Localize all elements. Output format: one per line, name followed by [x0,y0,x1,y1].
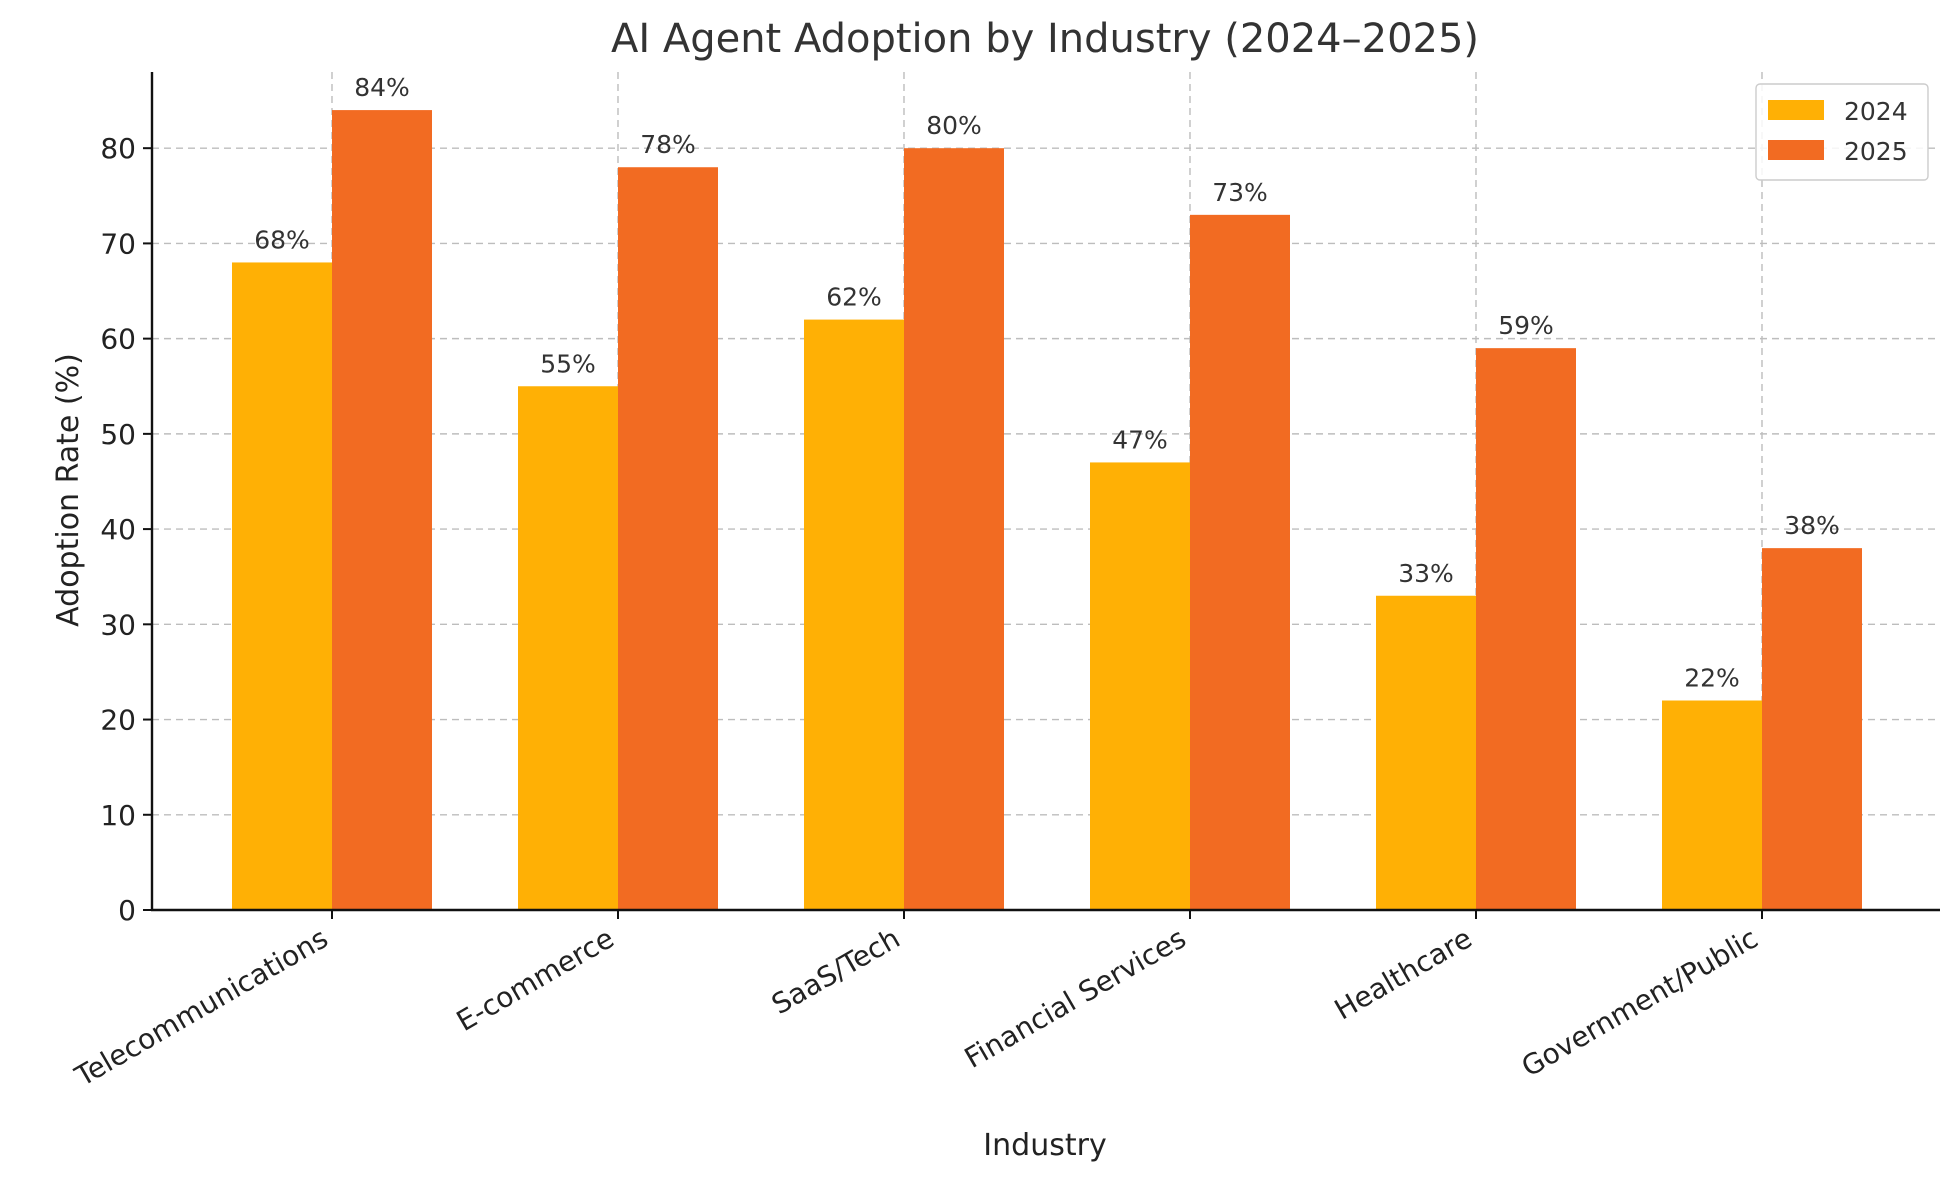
value-label-2025-4: 59% [1498,311,1554,340]
chart-title: AI Agent Adoption by Industry (2024–2025… [611,16,1479,62]
bar-2025-e-commerce [618,167,718,910]
value-label-2025-5: 38% [1784,511,1840,540]
bar-2024-saas-tech [804,319,904,910]
y-tick-label-3: 30 [100,608,136,641]
x-axis-label: Industry [983,1128,1106,1163]
bar-2024-financial-services [1090,462,1190,910]
legend: 2024 2025 [1755,83,1929,181]
x-tick-label-1: E-commerce [451,921,620,1037]
value-label-2025-3: 73% [1212,178,1268,207]
y-tick-label-6: 60 [100,323,136,356]
bar-2025-saas-tech [904,148,1004,910]
bar-2024-e-commerce [518,386,618,910]
y-axis-label: Adoption Rate (%) [51,353,86,627]
bar-2024-healthcare [1376,595,1476,910]
legend-swatch-2024 [1768,100,1824,120]
value-label-2024-4: 33% [1398,559,1454,588]
y-tick-label-8: 80 [100,132,136,165]
bar-2025-financial-services [1190,214,1290,910]
bar-2024-telecommunications [232,262,332,910]
bar-2024-government-public [1662,700,1762,910]
value-label-2025-2: 80% [926,111,982,140]
value-label-2025-1: 78% [640,130,696,159]
value-label-2024-3: 47% [1112,425,1168,454]
y-tick-label-0: 0 [118,894,136,927]
bar-2025-healthcare [1476,348,1576,911]
x-tick-label-3: Financial Services [959,921,1192,1074]
y-tick-label-7: 70 [100,227,136,260]
value-label-2024-5: 22% [1684,664,1740,693]
y-tick-label-1: 10 [100,799,136,832]
legend-label-2025: 2025 [1844,137,1908,166]
value-labels-layer: 68% 55% 62% 47% 33% 22% 84% 78% 80% 73% 59% 38% [254,73,1840,692]
legend-label-2024: 2024 [1844,97,1908,126]
value-label-2024-2: 62% [826,283,882,312]
y-tick-label-5: 50 [100,418,136,451]
y-tick-label-4: 40 [100,513,136,546]
x-tick-label-4: Healthcare [1329,921,1478,1026]
value-label-2024-0: 68% [254,225,310,254]
x-tick-label-0: Telecommunications [69,921,334,1093]
y-tick-label-2: 20 [100,704,136,737]
value-label-2025-0: 84% [354,73,410,102]
bar-2025-telecommunications [332,110,432,910]
x-tick-label-5: Government/Public [1516,921,1764,1083]
bar-2025-government-public [1762,548,1862,910]
x-tick-label-2: SaaS/Tech [766,921,905,1021]
bars-layer [232,110,1862,911]
value-label-2024-1: 55% [540,349,596,378]
legend-swatch-2025 [1768,140,1824,160]
